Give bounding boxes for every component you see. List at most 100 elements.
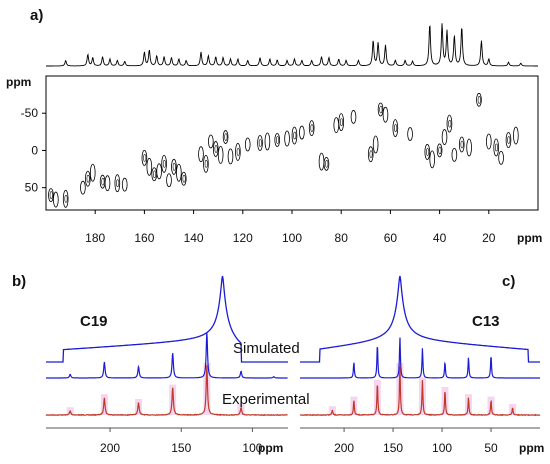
contour-peak-inner <box>49 191 53 199</box>
x-tick-label: 80 <box>335 231 349 245</box>
contour-peak <box>121 177 128 192</box>
contour-peak <box>53 191 59 208</box>
x-tick-label: 200 <box>334 441 354 455</box>
x-axis-ticks: 180 160 140 120 100 80 60 40 20 <box>85 210 496 245</box>
panel-label-a: a) <box>30 7 43 24</box>
contour-peak-inner <box>438 146 442 155</box>
contour-peak <box>338 113 345 132</box>
contour-peak <box>446 114 453 133</box>
y-tick-label: 0 <box>31 143 38 157</box>
traces <box>299 275 541 417</box>
y-tick-label: 50 <box>25 181 39 195</box>
x-tick-label: 100 <box>282 231 302 245</box>
x-axis-ticks: 200 150 100 50 <box>334 428 498 455</box>
contour-peak <box>141 149 148 166</box>
contour-peak <box>333 117 340 134</box>
contour-peak <box>161 154 167 173</box>
panel-label-b: b) <box>12 273 26 290</box>
contour-peak <box>62 189 69 208</box>
x-tick-label: 200 <box>100 441 120 455</box>
contour-peak-inner <box>310 124 314 132</box>
x-tick-label: 50 <box>484 441 498 455</box>
contour-peak-inner <box>494 143 498 152</box>
y-axis-ticks: -50 0 50 <box>21 106 46 195</box>
c19-title: C19 <box>80 313 108 330</box>
contour-peak <box>451 148 458 162</box>
contour-peak-inner <box>101 177 105 186</box>
x-tick-label: 160 <box>134 231 154 245</box>
contour-peak <box>217 146 224 164</box>
contour-peak-inner <box>224 133 228 141</box>
contour-peak <box>513 126 519 145</box>
exp-shade-bar <box>203 363 211 415</box>
contour-peak <box>498 150 504 165</box>
x-axis-label: ppm <box>519 441 544 455</box>
contour-peak-inner <box>293 131 297 140</box>
contour-peak <box>235 143 241 161</box>
x-axis-ticks: 200 150 100 <box>100 428 263 455</box>
contour-peak <box>476 92 482 107</box>
contour-peak-inner <box>64 195 68 203</box>
contour-peak-inner <box>258 139 262 147</box>
contour-peak <box>323 156 330 171</box>
simulated-powder-trace <box>46 275 288 363</box>
contour-peak-inner <box>507 136 511 144</box>
contour-peak-inner <box>116 179 120 187</box>
x-tick-label: 100 <box>432 441 452 455</box>
contour-peak <box>180 171 187 186</box>
x-tick-label: 40 <box>433 231 447 245</box>
x-tick-label: 60 <box>384 231 398 245</box>
contour-peak <box>257 135 263 151</box>
experimental-trace <box>299 366 541 417</box>
projection-spectrum <box>46 23 538 67</box>
contour-peak <box>441 129 448 145</box>
exp-shade-bar <box>100 394 108 415</box>
contour-peak-inner <box>276 136 280 144</box>
contour-peak <box>114 174 121 193</box>
contour-peak <box>227 148 234 165</box>
contour-peak-inner <box>325 160 329 168</box>
contour-peak-inner <box>339 118 343 126</box>
contour-peak <box>176 163 182 182</box>
contour-peak <box>407 127 413 141</box>
simulated-powder-trace <box>300 275 540 363</box>
contour-peak-inner <box>153 170 157 179</box>
experimental-label: Experimental <box>222 391 310 408</box>
contour-peak-inner <box>448 119 452 128</box>
contour-peak-inner <box>182 174 186 183</box>
contour-peak <box>367 146 374 163</box>
contour-layer <box>48 92 519 208</box>
contour-peak <box>372 135 379 154</box>
contour-peak <box>80 180 86 195</box>
x-axis-label: ppm <box>517 231 542 245</box>
contour-peak <box>318 152 325 171</box>
x-tick-label: 20 <box>482 231 496 245</box>
panel-a-2d-spectrum: 180 160 140 120 100 80 60 40 20 -50 0 50 ppm ppm <box>6 23 542 245</box>
contour-peak <box>171 158 177 175</box>
contour-peak <box>48 188 54 203</box>
projection-trace <box>46 23 538 67</box>
contour-peak <box>466 138 472 157</box>
x-tick-label: 140 <box>184 231 204 245</box>
contour-peak <box>299 125 305 140</box>
contour-peak <box>291 126 298 145</box>
panel-label-c: c) <box>502 273 515 290</box>
contour-peak-inner <box>204 160 208 168</box>
contour-peak <box>458 136 465 153</box>
y-tick-label: -50 <box>21 106 39 120</box>
contour-peak <box>274 133 281 147</box>
experimental-shading <box>66 363 245 415</box>
contour-peak-inner <box>162 160 166 168</box>
contour-peak <box>85 170 91 187</box>
contour-peak <box>284 130 290 147</box>
panel-c-c13: 200 150 100 50 C13 ppm <box>299 275 544 455</box>
contour-peak-inner <box>394 124 398 132</box>
x-tick-label: 100 <box>242 441 262 455</box>
contour-peak <box>146 157 153 176</box>
contour-peak <box>350 110 357 124</box>
c13-title: C13 <box>472 313 500 330</box>
contour-peak-inner <box>236 148 240 156</box>
x-axis-label: ppm <box>258 441 283 455</box>
contour-peak-inner <box>426 148 430 156</box>
